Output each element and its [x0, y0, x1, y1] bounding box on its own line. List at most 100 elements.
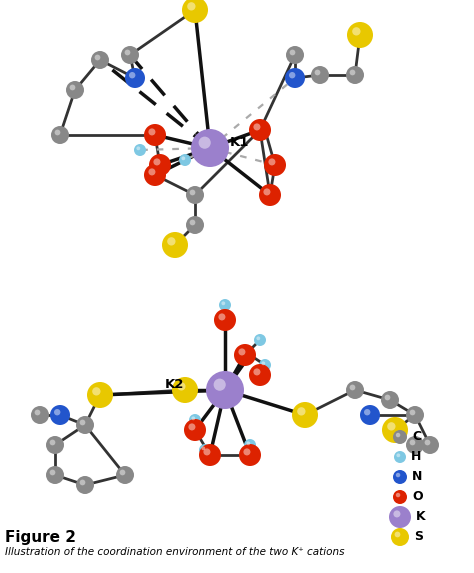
Circle shape	[203, 449, 210, 456]
Circle shape	[406, 436, 424, 454]
Text: Figure 2: Figure 2	[5, 530, 76, 545]
Circle shape	[162, 232, 188, 258]
Text: N: N	[412, 470, 422, 484]
Circle shape	[286, 46, 304, 64]
Text: S: S	[414, 531, 423, 544]
Circle shape	[297, 407, 306, 415]
Circle shape	[144, 124, 166, 146]
Circle shape	[190, 190, 195, 195]
Circle shape	[352, 27, 361, 36]
Circle shape	[148, 128, 155, 135]
Circle shape	[346, 66, 364, 84]
Circle shape	[391, 528, 409, 546]
Circle shape	[186, 216, 204, 234]
Circle shape	[394, 532, 401, 537]
Circle shape	[201, 446, 205, 450]
Circle shape	[95, 54, 100, 60]
Circle shape	[50, 405, 70, 425]
Circle shape	[46, 436, 64, 454]
Circle shape	[80, 480, 85, 485]
Circle shape	[119, 470, 125, 476]
Circle shape	[350, 69, 356, 76]
Circle shape	[264, 189, 271, 195]
Circle shape	[182, 0, 208, 23]
Circle shape	[259, 359, 271, 371]
Circle shape	[206, 371, 244, 409]
Circle shape	[315, 69, 320, 76]
Text: K2: K2	[165, 379, 184, 391]
Circle shape	[214, 309, 236, 331]
Circle shape	[350, 384, 356, 390]
Circle shape	[311, 66, 329, 84]
Circle shape	[389, 506, 411, 528]
Circle shape	[364, 409, 370, 415]
Circle shape	[264, 154, 286, 176]
Circle shape	[184, 419, 206, 441]
Circle shape	[410, 439, 415, 445]
Text: Illustration of the coordination environment of the two K⁺ cations: Illustration of the coordination environ…	[5, 547, 345, 557]
Circle shape	[244, 439, 256, 451]
Circle shape	[249, 364, 271, 386]
Circle shape	[125, 68, 145, 88]
Circle shape	[254, 123, 260, 131]
Circle shape	[191, 417, 195, 420]
Circle shape	[50, 439, 55, 445]
Circle shape	[55, 129, 60, 135]
Circle shape	[31, 406, 49, 424]
Circle shape	[387, 422, 395, 430]
Circle shape	[381, 391, 399, 409]
Circle shape	[199, 136, 211, 149]
Circle shape	[382, 417, 408, 443]
Circle shape	[187, 2, 195, 10]
Circle shape	[66, 81, 84, 99]
Circle shape	[268, 158, 275, 166]
Circle shape	[177, 382, 185, 391]
Circle shape	[54, 409, 60, 415]
Circle shape	[406, 406, 424, 424]
Circle shape	[396, 473, 400, 477]
Circle shape	[396, 493, 400, 497]
Circle shape	[116, 466, 134, 484]
Circle shape	[214, 379, 226, 391]
Circle shape	[396, 453, 400, 457]
Circle shape	[292, 402, 318, 428]
Circle shape	[167, 237, 175, 245]
Circle shape	[425, 439, 430, 445]
Circle shape	[219, 299, 231, 311]
Circle shape	[188, 423, 195, 430]
Circle shape	[80, 419, 85, 425]
Circle shape	[393, 511, 401, 517]
Circle shape	[199, 444, 211, 456]
Circle shape	[70, 85, 75, 91]
Circle shape	[256, 336, 260, 340]
Circle shape	[261, 362, 265, 365]
Circle shape	[50, 470, 55, 476]
Circle shape	[289, 72, 295, 79]
Circle shape	[347, 22, 373, 48]
Circle shape	[346, 381, 364, 399]
Circle shape	[219, 313, 226, 320]
Circle shape	[129, 72, 136, 79]
Circle shape	[249, 119, 271, 141]
Circle shape	[186, 186, 204, 204]
Circle shape	[290, 50, 295, 56]
Text: C: C	[412, 430, 421, 444]
Circle shape	[46, 466, 64, 484]
Circle shape	[121, 46, 139, 64]
Circle shape	[51, 126, 69, 144]
Text: O: O	[412, 490, 423, 504]
Circle shape	[394, 451, 406, 463]
Circle shape	[148, 168, 155, 175]
Circle shape	[238, 348, 246, 355]
Text: H: H	[411, 450, 421, 464]
Circle shape	[199, 444, 221, 466]
Text: K1: K1	[230, 136, 249, 150]
Circle shape	[384, 395, 391, 401]
Circle shape	[76, 476, 94, 494]
Circle shape	[259, 184, 281, 206]
Circle shape	[393, 490, 407, 504]
Circle shape	[396, 433, 400, 437]
Circle shape	[144, 164, 166, 186]
Circle shape	[182, 156, 185, 160]
Circle shape	[76, 416, 94, 434]
